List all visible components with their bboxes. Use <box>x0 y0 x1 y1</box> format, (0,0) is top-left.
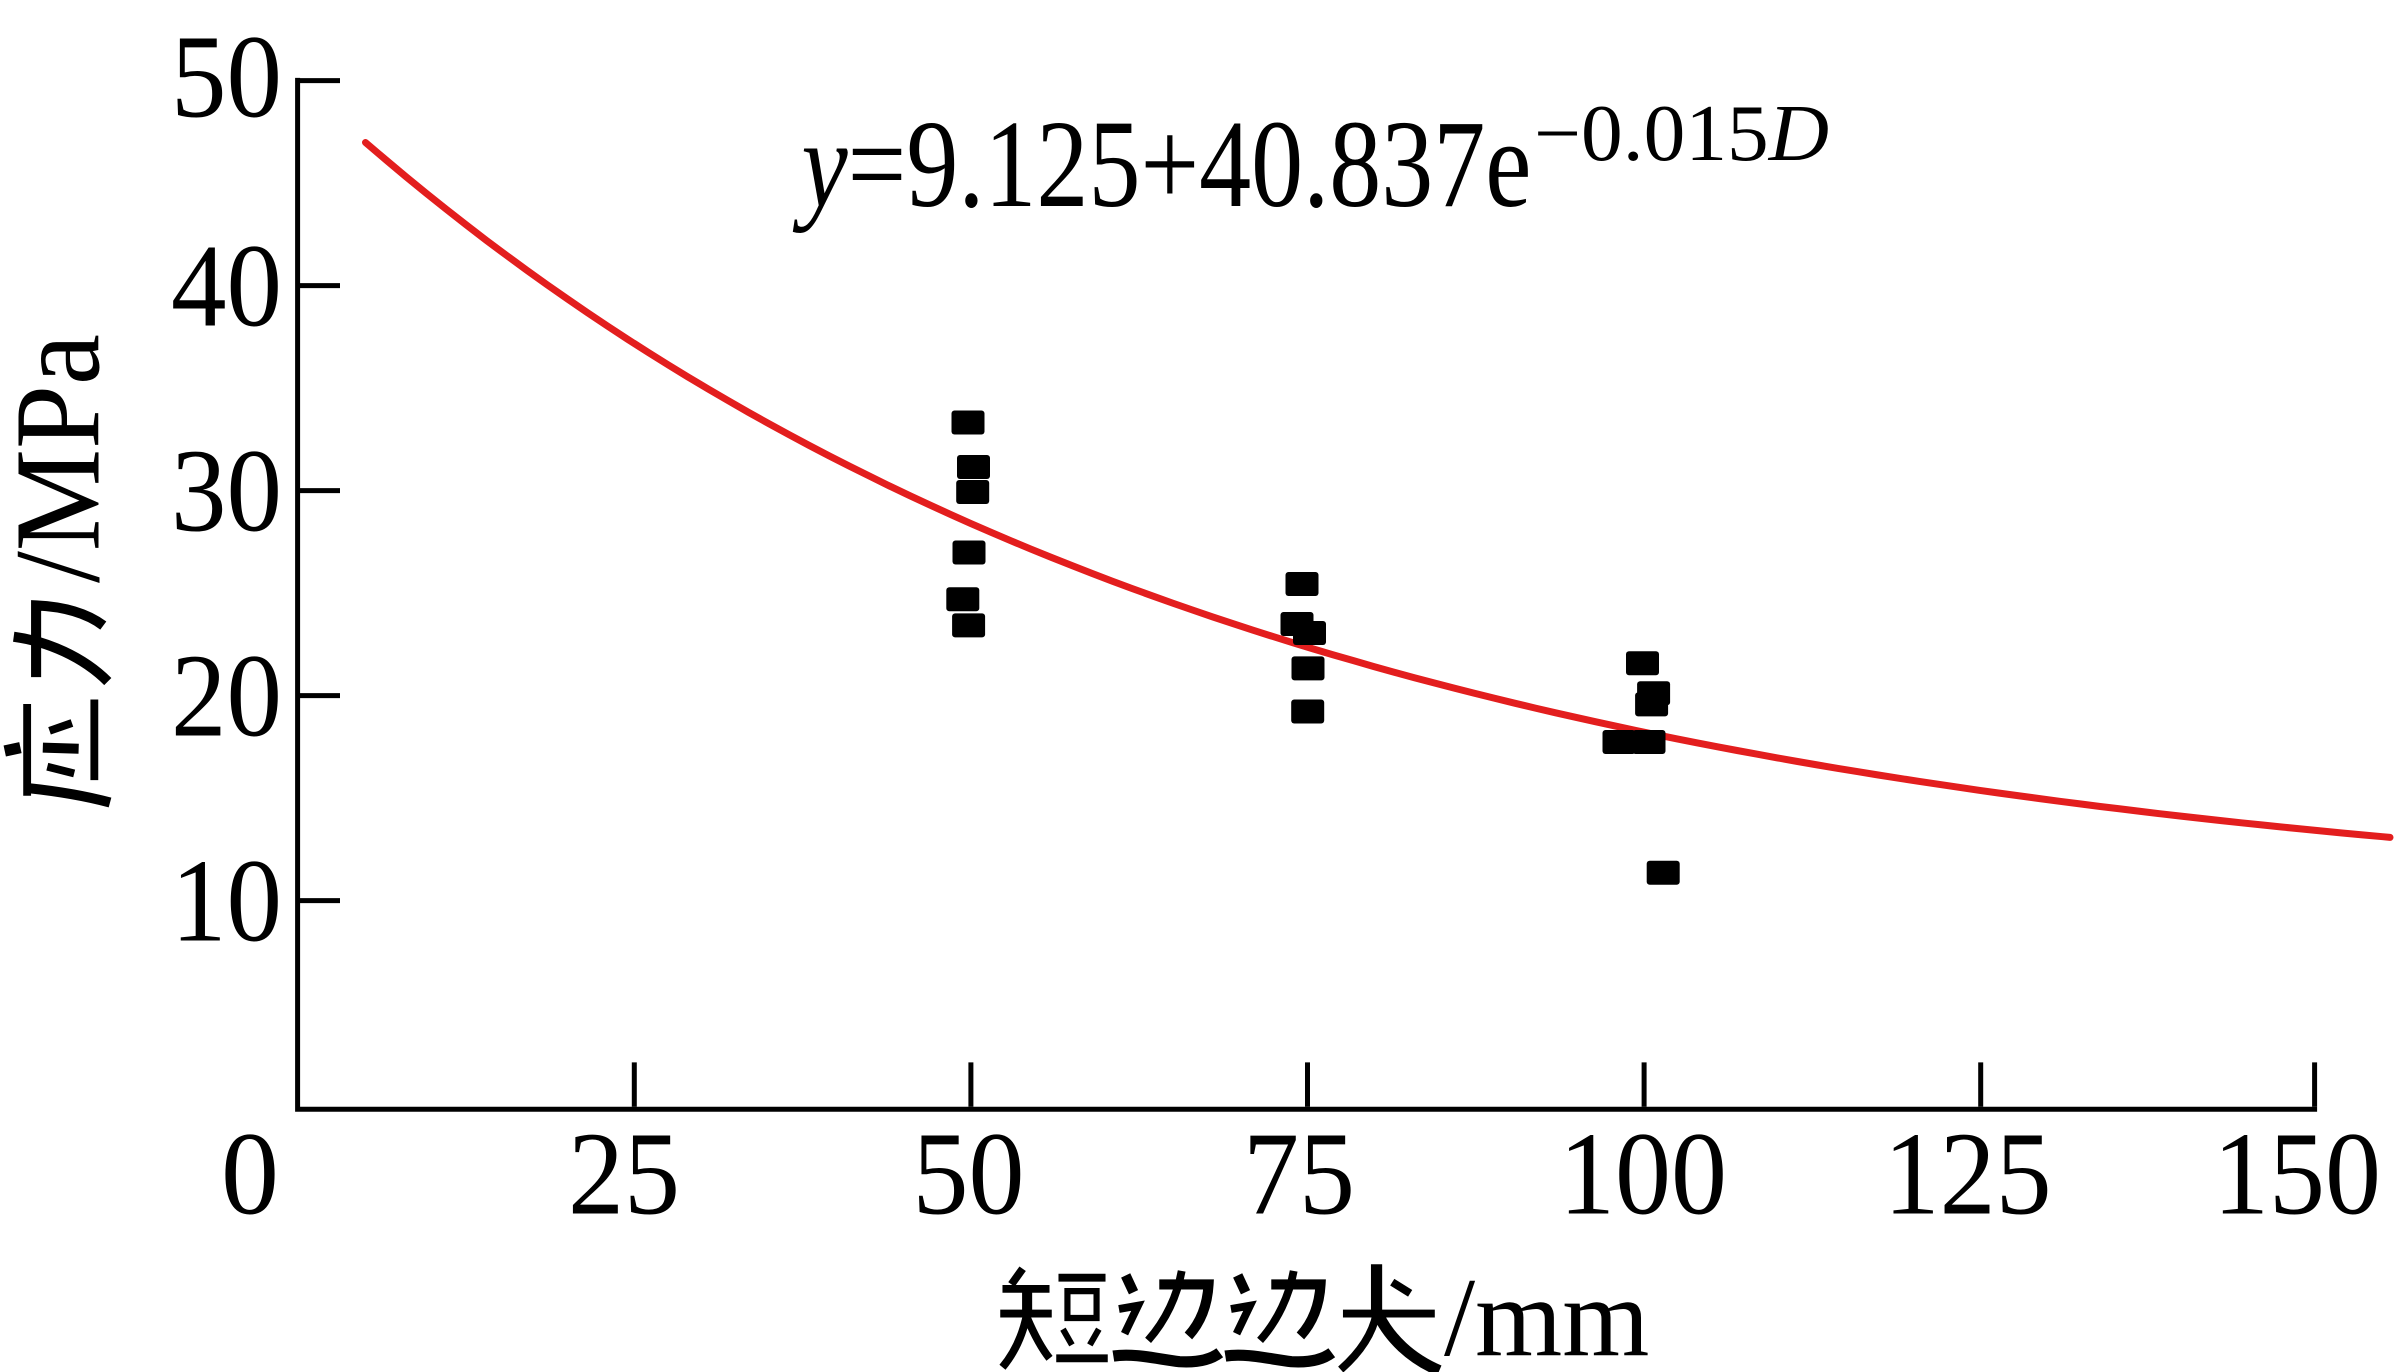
svg-text:y=9.125+40.837e: y=9.125+40.837e <box>792 96 1531 234</box>
svg-text:30: 30 <box>171 425 282 557</box>
svg-text:40: 40 <box>171 220 282 352</box>
svg-text:50: 50 <box>171 11 282 143</box>
svg-text:/mm: /mm <box>1444 1256 1649 1372</box>
svg-text:10: 10 <box>171 835 282 967</box>
svg-text:150: 150 <box>2213 1108 2381 1240</box>
svg-text:75: 75 <box>1243 1108 1355 1240</box>
svg-text:125: 125 <box>1884 1108 2052 1240</box>
svg-text:50: 50 <box>913 1108 1025 1240</box>
svg-text:/MPa: /MPa <box>0 334 126 583</box>
svg-text:20: 20 <box>171 630 282 762</box>
svg-text:25: 25 <box>568 1108 680 1240</box>
svg-text:100: 100 <box>1559 1108 1727 1240</box>
svg-text:0: 0 <box>221 1108 279 1240</box>
